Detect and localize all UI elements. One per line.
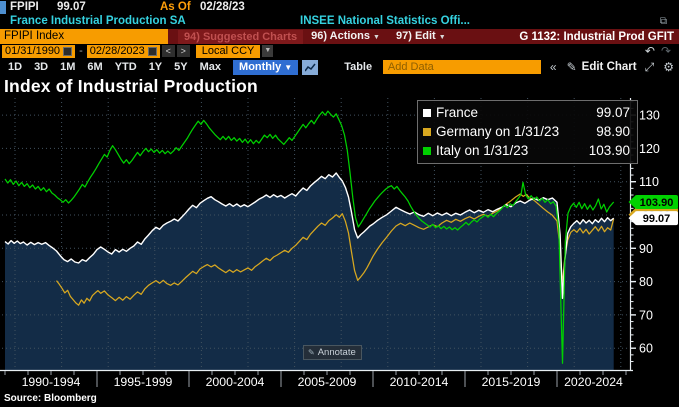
chevron-down-icon: ▼ [438, 33, 446, 41]
expand-icon[interactable]: ⤢ [644, 59, 655, 74]
range-6m-button[interactable]: 6M [87, 61, 103, 73]
legend-value: 98.90 [596, 124, 630, 139]
range-back-button[interactable]: < [161, 45, 175, 57]
france-area-fill [5, 173, 614, 370]
x-axis-label: 2005-2009 [298, 375, 357, 389]
legend-value: 103.90 [588, 143, 630, 158]
chart-id-label: G 1132: Industrial Prod GFIT [519, 30, 674, 43]
currency-dropdown-icon[interactable]: ▼ [262, 45, 274, 57]
chart-title-row: Index of Industrial Production [0, 76, 679, 98]
y-axis-label: 70 [639, 308, 653, 322]
legend-row-italy[interactable]: Italy on 1/31/23 103.90 [423, 141, 630, 160]
range-5y-button[interactable]: 5Y [174, 61, 188, 73]
x-axis-label: 1990-1994 [22, 375, 81, 389]
legend-label: Germany on 1/31/23 [436, 124, 560, 139]
legend-label: Italy on 1/31/23 [436, 143, 529, 158]
data-source-name: INSEE National Statistics Offi... [300, 15, 470, 27]
y-axis-label: 60 [639, 342, 653, 356]
range-3d-button[interactable]: 3D [34, 61, 49, 73]
redo-icon[interactable]: ↷ [660, 44, 671, 58]
last-price: 99.07 [57, 1, 86, 13]
y-axis-label: 130 [639, 109, 660, 123]
svg-text:99.07: 99.07 [643, 213, 671, 225]
table-view-button[interactable]: Table [344, 61, 373, 73]
series-line-italy [4, 110, 615, 364]
date-range-separator: - [79, 45, 83, 57]
date-from-input[interactable]: 01/31/1990 [2, 44, 76, 58]
y-axis-label: 80 [639, 275, 653, 289]
chevron-down-icon: ▼ [284, 62, 293, 72]
security-input[interactable]: FPIPI Index [0, 29, 168, 44]
calendar-icon[interactable] [63, 46, 73, 56]
x-axis-label: 2010-2014 [390, 375, 449, 389]
y-axis-label: 110 [639, 175, 659, 189]
currency-select[interactable]: Local CCY [195, 44, 261, 58]
legend-row-france[interactable]: France 99.07 [423, 103, 630, 122]
price-tag-italy: 103.90 [628, 195, 678, 210]
legend-value: 99.07 [596, 105, 630, 120]
security-name-row: France Industrial Production SA INSEE Na… [0, 15, 679, 29]
line-chart-icon [304, 63, 316, 71]
ticker-symbol: FPIPI [10, 1, 39, 13]
collapse-panel-icon[interactable]: « [549, 60, 557, 74]
y-axis-label: 90 [639, 242, 653, 256]
x-axis-label: 1995-1999 [114, 375, 173, 389]
date-to-input[interactable]: 02/28/2023 [86, 44, 160, 58]
range-1d-button[interactable]: 1D [8, 61, 23, 73]
date-range-row: 01/31/1990 - 02/28/2023 < > Local CCY ▼ … [0, 44, 679, 58]
pencil-icon: ✎ [566, 60, 577, 74]
as-of-label: As Of [160, 1, 191, 13]
as-of-date: 02/28/23 [200, 1, 245, 13]
chart-title: Index of Industrial Production [4, 76, 258, 96]
history-controls: ↶ ↷ [645, 45, 671, 57]
range-ytd-button[interactable]: YTD [114, 61, 137, 73]
series-line-germany [56, 193, 615, 306]
chart-type-button[interactable] [302, 59, 319, 75]
chart-region: 60 70 80 90 110 120 130 1990-1994 1995-1999 2000-… [0, 98, 679, 407]
timeframe-toolbar: 1D 3D 1M 6M YTD 1Y 5Y Max Monthly ▼ Tabl… [0, 58, 679, 76]
window-panel-icon[interactable]: ⧉ [659, 16, 667, 27]
edit-chart-button[interactable]: Edit Chart [581, 61, 637, 73]
germany-swatch-icon [423, 127, 431, 136]
period-select[interactable]: Monthly ▼ [233, 59, 299, 75]
svg-text:103.90: 103.90 [640, 197, 674, 209]
add-data-input[interactable]: Add Data [382, 60, 541, 74]
chart-legend: France 99.07 Germany on 1/31/23 98.90 It… [417, 100, 638, 164]
source-attribution: Source: Bloomberg [4, 393, 97, 404]
range-forward-button[interactable]: > [176, 45, 190, 57]
y-axis-label: 120 [639, 142, 660, 156]
command-toolbar: FPIPI Index 94) Suggested Charts 96) Act… [0, 29, 679, 44]
france-swatch-icon [423, 108, 431, 117]
edit-menu-button[interactable]: 97) Edit ▼ [395, 29, 446, 42]
undo-icon[interactable]: ↶ [644, 44, 655, 58]
chevron-down-icon: ▼ [373, 33, 380, 41]
security-header-row: FPIPI 99.07 As Of 02/28/23 [0, 0, 679, 15]
price-tag-france: 99.07 [628, 211, 678, 226]
range-1y-button[interactable]: 1Y [148, 61, 163, 73]
x-axis-label: 2015-2019 [482, 375, 541, 389]
series-line-france [4, 172, 615, 300]
legend-label: France [436, 105, 479, 120]
actions-menu-button[interactable]: 96) Actions ▼ [311, 29, 380, 42]
annotate-button[interactable]: ✎ Annotate [303, 345, 362, 360]
gear-icon[interactable]: ⚙ [663, 60, 674, 74]
x-axis-label: 2020-2024 [564, 375, 623, 389]
legend-row-germany[interactable]: Germany on 1/31/23 98.90 [423, 122, 630, 141]
security-marker-icon [0, 1, 6, 14]
calendar-icon[interactable] [147, 46, 157, 56]
range-max-button[interactable]: Max [199, 61, 222, 73]
suggested-charts-button[interactable]: 94) Suggested Charts [178, 29, 304, 44]
pencil-icon: ✎ [308, 348, 315, 357]
range-1m-button[interactable]: 1M [60, 61, 76, 73]
production-chart[interactable]: 60 70 80 90 110 120 130 1990-1994 1995-1999 2000-… [0, 98, 679, 407]
italy-swatch-icon [423, 146, 431, 155]
security-name: France Industrial Production SA [10, 15, 186, 27]
x-axis-label: 2000-2004 [206, 375, 265, 389]
